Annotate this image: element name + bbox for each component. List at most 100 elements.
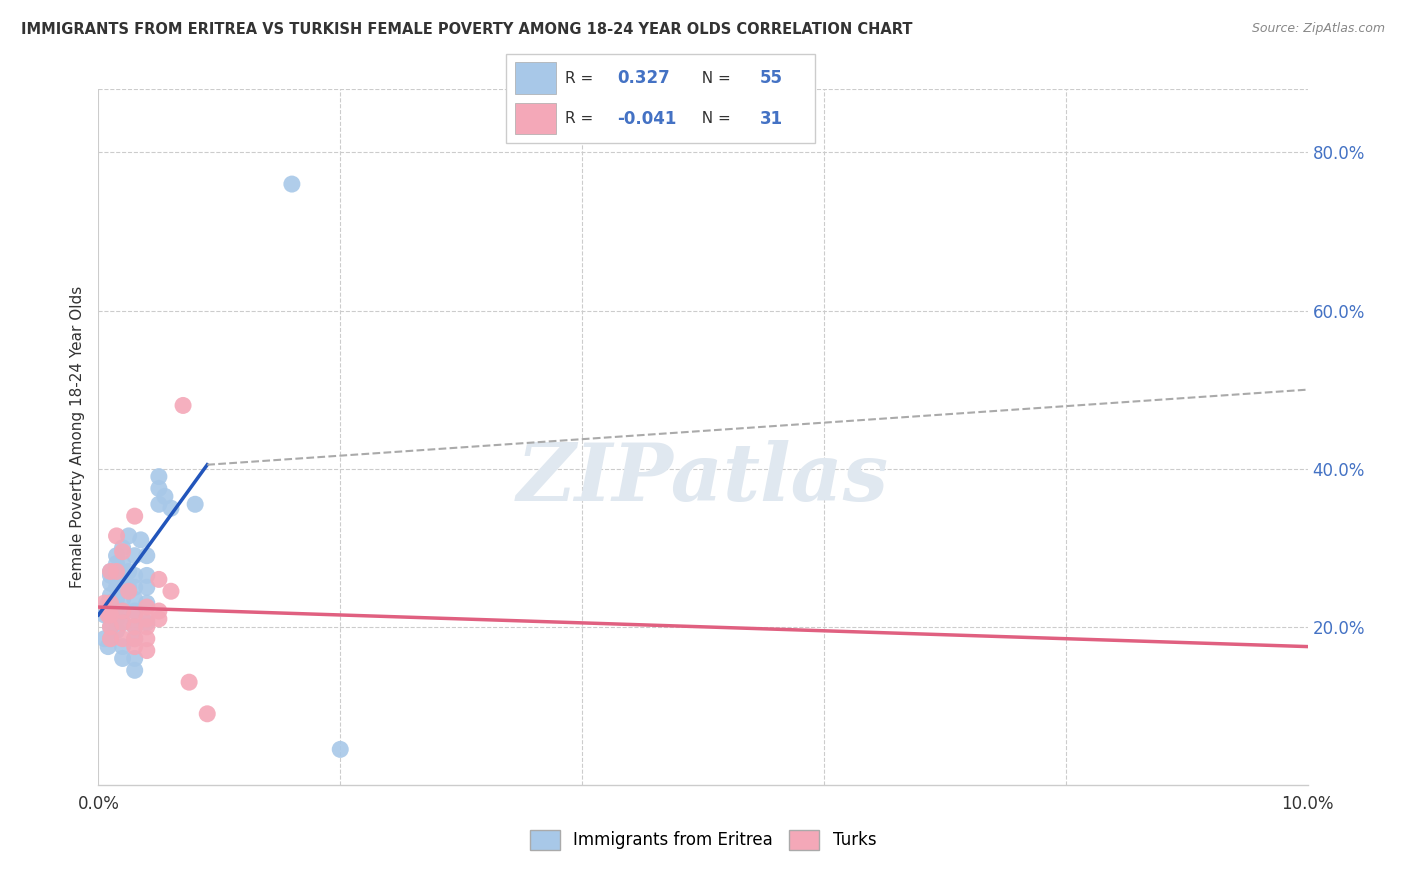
Text: 55: 55 — [759, 70, 783, 87]
Point — [124, 580, 146, 594]
Bar — [516, 103, 555, 134]
Point — [179, 675, 201, 690]
Point — [118, 584, 141, 599]
Point — [105, 565, 128, 579]
Point — [195, 706, 218, 721]
Point — [105, 557, 128, 571]
Point — [97, 596, 120, 610]
Point — [111, 651, 134, 665]
Point — [124, 640, 146, 654]
Text: N =: N = — [692, 112, 735, 126]
Point — [97, 640, 120, 654]
Point — [100, 632, 122, 646]
Point — [148, 482, 170, 496]
Point — [100, 620, 122, 634]
Point — [135, 596, 157, 610]
Point — [148, 612, 170, 626]
Point — [100, 596, 122, 610]
Point — [93, 607, 115, 622]
Point — [111, 615, 134, 630]
Point — [105, 529, 128, 543]
Point — [111, 568, 134, 582]
Legend: Immigrants from Eritrea, Turks: Immigrants from Eritrea, Turks — [523, 823, 883, 856]
Point — [100, 607, 122, 622]
Text: ZIPatlas: ZIPatlas — [517, 440, 889, 517]
Point — [100, 620, 122, 634]
Point — [111, 615, 134, 630]
Point — [124, 632, 146, 646]
Point — [111, 541, 134, 555]
Point — [100, 588, 122, 602]
Point — [111, 604, 134, 618]
Point — [100, 576, 122, 591]
Point — [135, 612, 157, 626]
Point — [118, 580, 141, 594]
Point — [97, 607, 120, 622]
Point — [124, 620, 146, 634]
Point — [111, 580, 134, 594]
Text: 31: 31 — [759, 110, 783, 128]
Point — [100, 607, 122, 622]
Point — [105, 549, 128, 563]
Point — [135, 632, 157, 646]
Point — [129, 533, 152, 547]
Point — [111, 557, 134, 571]
Point — [281, 177, 304, 191]
Point — [124, 607, 146, 622]
Point — [100, 565, 122, 579]
Point — [105, 568, 128, 582]
Point — [111, 545, 134, 559]
Point — [172, 399, 194, 413]
Point — [124, 549, 146, 563]
Point — [148, 573, 170, 587]
Point — [135, 600, 157, 615]
Point — [93, 596, 115, 610]
Text: IMMIGRANTS FROM ERITREA VS TURKISH FEMALE POVERTY AMONG 18-24 YEAR OLDS CORRELAT: IMMIGRANTS FROM ERITREA VS TURKISH FEMAL… — [21, 22, 912, 37]
Point — [100, 565, 122, 579]
Point — [100, 596, 122, 610]
Point — [124, 620, 146, 634]
Point — [105, 592, 128, 607]
Point — [105, 624, 128, 638]
Point — [124, 632, 146, 646]
Point — [105, 600, 128, 615]
Point — [124, 509, 146, 524]
Point — [124, 568, 146, 582]
Point — [124, 651, 146, 665]
Bar — [516, 62, 555, 94]
Point — [148, 497, 170, 511]
Point — [93, 632, 115, 646]
Point — [100, 568, 122, 582]
Point — [111, 640, 134, 654]
Point — [160, 501, 183, 516]
Point — [124, 604, 146, 618]
Point — [124, 663, 146, 677]
Point — [118, 565, 141, 579]
Y-axis label: Female Poverty Among 18-24 Year Olds: Female Poverty Among 18-24 Year Olds — [69, 286, 84, 588]
Point — [135, 620, 157, 634]
Point — [135, 580, 157, 594]
Text: R =: R = — [565, 71, 598, 86]
Point — [111, 632, 134, 646]
Point — [148, 469, 170, 483]
Point — [135, 615, 157, 630]
Point — [111, 592, 134, 607]
Point — [160, 584, 183, 599]
Point — [111, 604, 134, 618]
Point — [100, 632, 122, 646]
Point — [135, 568, 157, 582]
Point — [148, 604, 170, 618]
Point — [124, 592, 146, 607]
Point — [105, 612, 128, 626]
Point — [135, 643, 157, 657]
Point — [105, 580, 128, 594]
Point — [118, 529, 141, 543]
Point — [135, 549, 157, 563]
Text: 0.327: 0.327 — [617, 70, 671, 87]
Text: N =: N = — [692, 71, 735, 86]
Text: R =: R = — [565, 112, 598, 126]
Text: -0.041: -0.041 — [617, 110, 676, 128]
Text: Source: ZipAtlas.com: Source: ZipAtlas.com — [1251, 22, 1385, 36]
Point — [184, 497, 207, 511]
Point — [153, 489, 176, 503]
